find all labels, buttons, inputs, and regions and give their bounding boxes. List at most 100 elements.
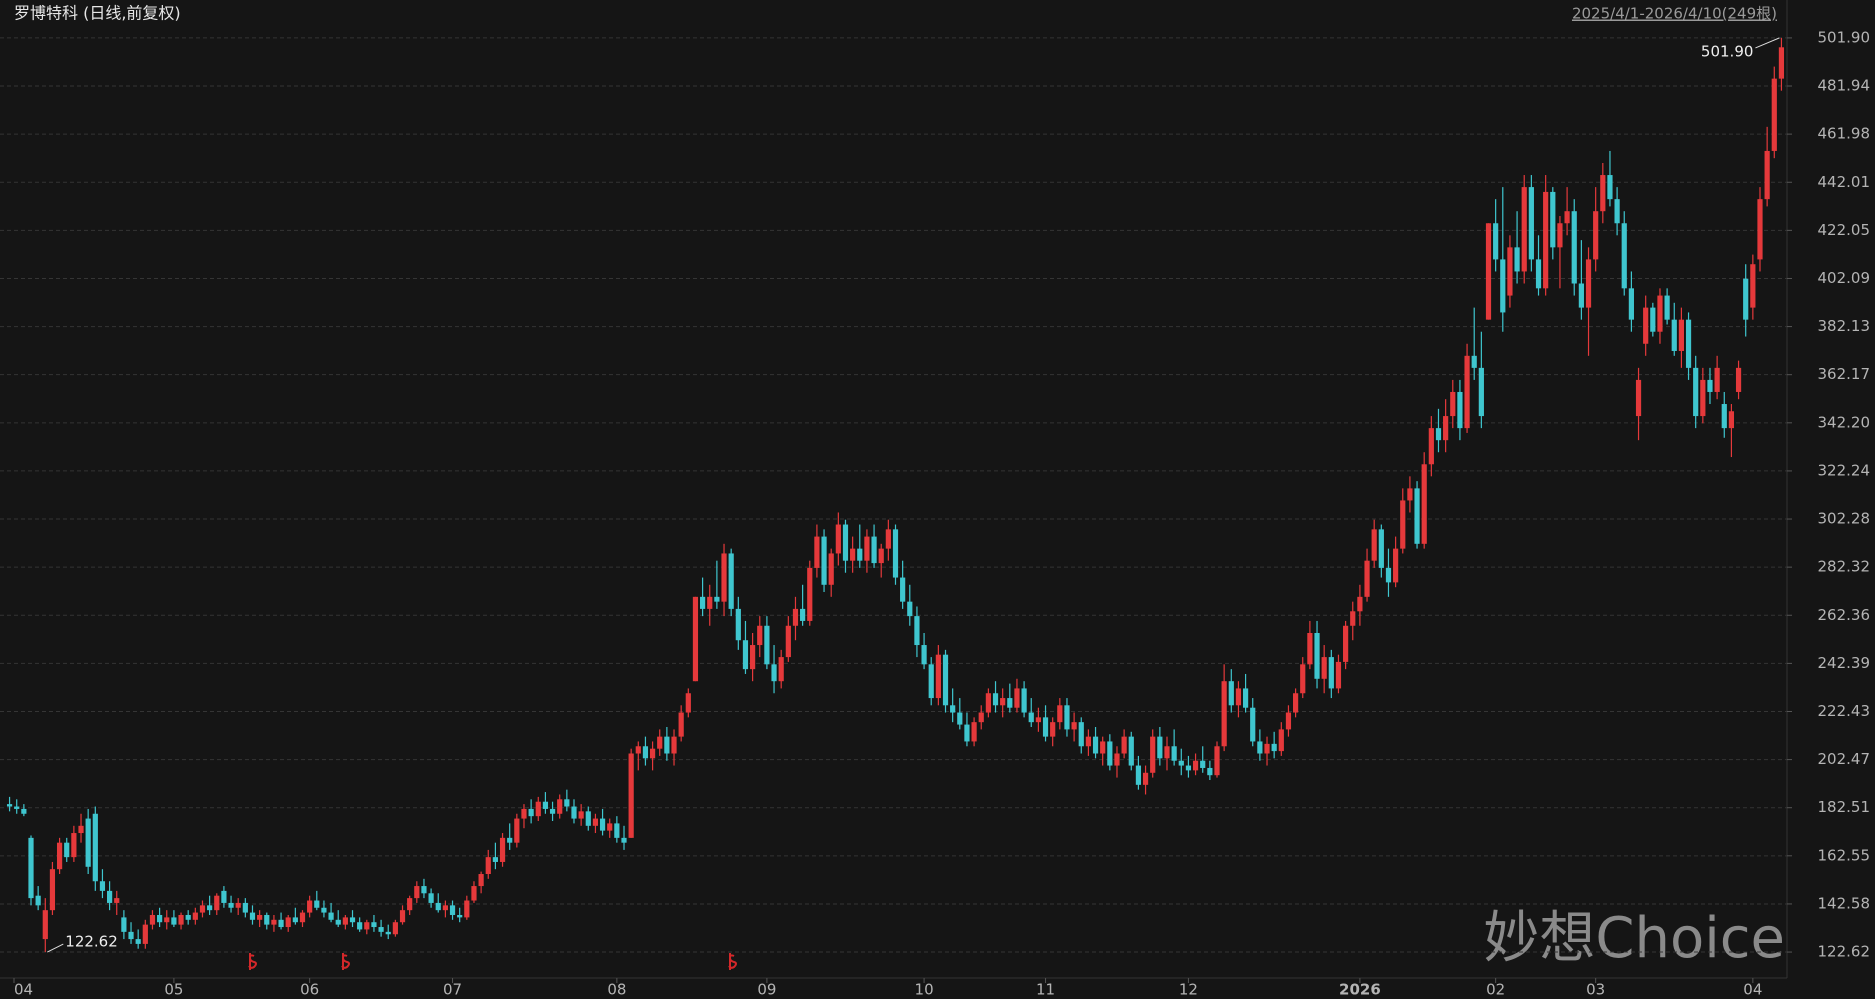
- candle-body: [907, 601, 913, 617]
- candle-body: [257, 914, 263, 920]
- candle-body: [1028, 712, 1034, 723]
- candle-body: [714, 596, 720, 602]
- candle-body: [92, 813, 98, 882]
- candle-body: [678, 712, 684, 737]
- candle-body: [1743, 278, 1749, 320]
- candle-body: [342, 917, 348, 925]
- candle-body: [1635, 379, 1642, 417]
- candle-body: [1450, 391, 1456, 417]
- candle-body: [414, 886, 420, 899]
- y-tick-label: 182.51: [1818, 798, 1871, 816]
- candle-body: [335, 919, 341, 925]
- candle-body: [1164, 746, 1170, 759]
- candle-body: [164, 917, 170, 923]
- candle-body: [1535, 259, 1542, 289]
- candle-body: [850, 548, 856, 561]
- candle-body: [1192, 760, 1199, 771]
- candle-body: [807, 567, 813, 621]
- candle-body: [1478, 367, 1484, 417]
- candle-body: [1685, 319, 1692, 368]
- candle-body: [199, 905, 206, 913]
- candle-body: [542, 801, 549, 809]
- candle-body: [885, 529, 891, 549]
- candle-body: [857, 548, 863, 561]
- candle-body: [1778, 47, 1785, 79]
- candle-body: [1071, 722, 1077, 730]
- candle-body: [978, 712, 984, 723]
- candle-body: [792, 608, 799, 626]
- candle-body: [892, 529, 899, 578]
- candle-body: [399, 910, 406, 923]
- candle-body: [385, 931, 391, 935]
- candle-body: [507, 837, 513, 843]
- candle-body: [957, 712, 963, 725]
- candle-body: [1657, 295, 1663, 332]
- candle-body: [878, 548, 884, 564]
- candle-body: [1771, 78, 1777, 151]
- candle-body: [1693, 367, 1699, 417]
- candle-body: [214, 895, 220, 911]
- candle-body: [49, 869, 56, 911]
- event-marker: [728, 953, 737, 970]
- x-tick-label: 06: [300, 981, 319, 999]
- candle-body: [1121, 736, 1127, 754]
- candle-body: [1443, 416, 1449, 441]
- candle-body: [1085, 736, 1092, 747]
- candle-body: [478, 874, 484, 887]
- candle-body: [1578, 283, 1584, 308]
- candle-body: [1585, 259, 1592, 308]
- y-tick-label: 162.55: [1818, 846, 1871, 864]
- candle-body: [1428, 428, 1434, 465]
- candle-body: [935, 654, 941, 699]
- candle-body: [207, 905, 213, 911]
- candle-body: [1714, 367, 1720, 392]
- range-text[interactable]: 2025/4/1-2026/4/10(249根): [1572, 5, 1777, 23]
- y-tick-label: 362.17: [1818, 365, 1871, 383]
- candle-body: [1564, 211, 1570, 224]
- candle-body: [1435, 428, 1442, 441]
- candle-body: [578, 811, 584, 819]
- x-tick-label: 07: [443, 981, 462, 999]
- candle-body: [499, 837, 506, 862]
- candle-body: [1157, 736, 1163, 759]
- x-tick-label: 04: [1743, 981, 1762, 999]
- candle-body: [1621, 223, 1627, 289]
- candle-body: [357, 922, 363, 930]
- candle-body: [599, 818, 606, 831]
- y-tick-label: 322.24: [1818, 461, 1871, 479]
- candle-body: [1378, 529, 1384, 568]
- y-tick-label: 282.32: [1818, 558, 1871, 576]
- candle-body: [1200, 760, 1206, 768]
- candle-body: [1721, 404, 1727, 429]
- candle-body: [1178, 760, 1184, 766]
- candle-body: [228, 902, 234, 908]
- candle-body: [85, 818, 91, 867]
- candle-body: [1371, 529, 1377, 561]
- candle-body: [307, 900, 313, 913]
- candle-body: [264, 914, 270, 925]
- y-tick-label: 402.09: [1818, 269, 1871, 287]
- candle-body: [621, 837, 627, 843]
- candle-body: [1092, 736, 1099, 754]
- candle-body: [1735, 367, 1742, 392]
- candle-body: [692, 596, 699, 682]
- candle-body: [1035, 717, 1041, 723]
- candle-body: [1671, 319, 1677, 351]
- candle-body: [1407, 488, 1413, 501]
- candle-body: [1485, 223, 1492, 320]
- candle-body: [235, 902, 241, 908]
- candle-body: [1214, 746, 1220, 776]
- candle-body: [1750, 264, 1756, 308]
- candle-body: [814, 536, 820, 568]
- candle-body: [292, 917, 298, 923]
- candle-body: [1064, 705, 1070, 730]
- candle-body: [614, 823, 620, 838]
- candle-body: [1050, 722, 1056, 737]
- y-tick-label: 262.36: [1818, 606, 1871, 624]
- candle-body: [457, 914, 463, 918]
- candle-body: [571, 806, 577, 819]
- chart-title: 罗博特科 (日线,前复权): [14, 4, 181, 23]
- candle-body: [1543, 191, 1549, 289]
- candle-body: [435, 902, 441, 911]
